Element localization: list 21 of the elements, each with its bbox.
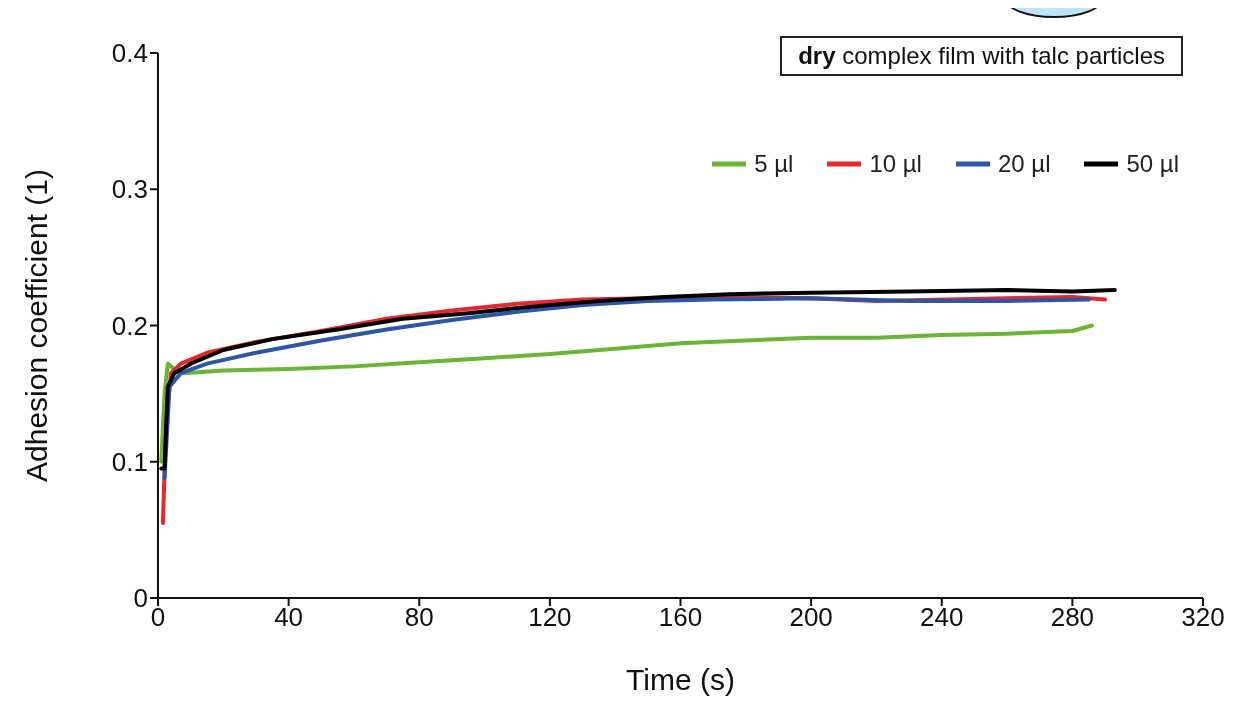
y-tick-label: 0.1 [111, 446, 148, 477]
x-tick-label: 120 [528, 602, 572, 633]
legend-label: 10 µl [869, 150, 922, 178]
x-tick-label: 40 [274, 602, 304, 633]
y-tick-label: 0.4 [111, 38, 148, 69]
x-tick-label: 280 [1050, 602, 1095, 633]
y-tick-label: 0.2 [111, 310, 148, 341]
y-tick-label: 0.3 [111, 174, 148, 205]
x-tick-label: 80 [404, 602, 434, 633]
y-axis-title: Adhesion coefficient (1) [19, 169, 53, 482]
y-tick-label: 0 [133, 583, 148, 614]
legend-label: 5 µl [754, 150, 794, 178]
line-series [159, 323, 1094, 464]
legend-label: 20 µl [997, 150, 1051, 178]
x-tick-label: 160 [658, 602, 703, 633]
x-tick-label: 320 [1181, 602, 1225, 633]
x-tick-label: 200 [789, 602, 833, 633]
x-tick-label: 240 [920, 602, 964, 633]
legend-label: 50 µl [1126, 150, 1179, 178]
x-axis-title: Time (s) [626, 663, 735, 696]
annotation: dry complex film with talc particles [798, 42, 1165, 69]
